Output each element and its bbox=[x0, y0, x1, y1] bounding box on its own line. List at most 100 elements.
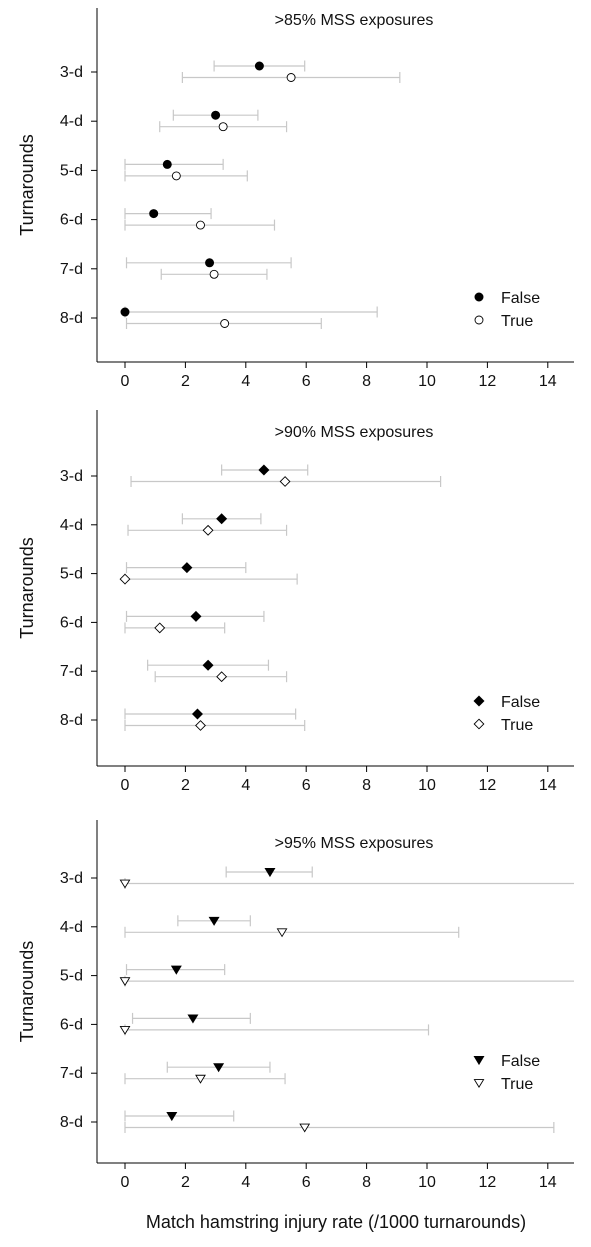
data-point-false bbox=[205, 258, 215, 268]
x-tick-label: 4 bbox=[241, 1174, 250, 1191]
data-point-true bbox=[218, 122, 228, 132]
legend-marker-false bbox=[473, 695, 485, 707]
x-tick-label: 2 bbox=[181, 777, 190, 794]
x-tick-label: 6 bbox=[302, 777, 311, 794]
legend-marker-false bbox=[473, 1056, 485, 1066]
x-tick-label: 6 bbox=[302, 373, 311, 390]
legend-marker-false bbox=[474, 292, 484, 302]
data-point-false bbox=[170, 965, 182, 975]
x-tick-label: 4 bbox=[241, 373, 250, 390]
y-tick-label: 8-d bbox=[60, 310, 83, 327]
data-point-false bbox=[149, 209, 159, 219]
panels: >85% MSS exposures Turnarounds 0 2 4 6 8 10 12 14… bbox=[17, 8, 574, 1191]
data-point-false bbox=[211, 110, 221, 120]
data-point-false bbox=[187, 1014, 199, 1024]
x-tick-label: 0 bbox=[121, 373, 130, 390]
chart-title: >85% MSS exposures bbox=[275, 12, 434, 29]
chart-title: >95% MSS exposures bbox=[275, 835, 434, 852]
data-point-true bbox=[279, 476, 291, 487]
chart-title: >90% MSS exposures bbox=[275, 424, 434, 441]
legend-label: False bbox=[501, 694, 540, 711]
y-axis-label: Turnarounds bbox=[17, 134, 37, 235]
data-point-false bbox=[120, 307, 130, 317]
x-tick-label: 10 bbox=[418, 777, 436, 794]
legend-label: False bbox=[501, 290, 540, 307]
y-tick-label: 7-d bbox=[60, 261, 83, 278]
y-tick-label: 3-d bbox=[60, 870, 83, 887]
data-point-false bbox=[258, 464, 270, 476]
y-axis-label: Turnarounds bbox=[17, 537, 37, 638]
x-tick-label: 12 bbox=[479, 373, 497, 390]
y-tick-label: 8-d bbox=[60, 1114, 83, 1131]
x-tick-label: 0 bbox=[121, 777, 130, 794]
data-point-false bbox=[216, 513, 228, 525]
x-tick-label: 14 bbox=[539, 777, 557, 794]
legend-label: True bbox=[501, 313, 533, 330]
data-point-false bbox=[191, 708, 203, 720]
x-tick-label: 6 bbox=[302, 1174, 311, 1191]
x-axis-label: Match hamstring injury rate (/1000 turna… bbox=[146, 1212, 526, 1232]
data-point-true bbox=[195, 1074, 206, 1084]
legend-label: False bbox=[501, 1053, 540, 1070]
y-tick-label: 5-d bbox=[60, 968, 83, 985]
x-tick-label: 8 bbox=[362, 1174, 371, 1191]
x-tick-label: 10 bbox=[418, 1174, 436, 1191]
data-point-false bbox=[264, 868, 276, 878]
data-point-true bbox=[119, 977, 131, 987]
data-point-true bbox=[220, 319, 230, 328]
y-tick-label: 4-d bbox=[60, 919, 83, 936]
data-point-true bbox=[202, 524, 214, 536]
chart-panel-3: >95% MSS exposures Turnarounds 0 2 4 6 8 10 12 14… bbox=[17, 820, 574, 1191]
data-point-false bbox=[202, 659, 214, 671]
data-point-false bbox=[190, 610, 202, 622]
legend-marker-true bbox=[473, 1079, 485, 1089]
x-tick-label: 0 bbox=[121, 1174, 130, 1191]
y-tick-label: 7-d bbox=[60, 663, 83, 680]
legend-marker-true bbox=[473, 718, 485, 730]
data-point-true bbox=[276, 928, 288, 938]
x-tick-label: 4 bbox=[241, 777, 250, 794]
data-point-true bbox=[216, 671, 228, 683]
y-tick-label: 4-d bbox=[60, 113, 83, 130]
x-tick-label: 8 bbox=[362, 373, 371, 390]
y-tick-label: 4-d bbox=[60, 517, 83, 534]
chart-panel-1: >85% MSS exposures Turnarounds 0 2 4 6 8 10 12 14… bbox=[17, 8, 574, 390]
legend-marker-true bbox=[474, 315, 484, 325]
data-point-true bbox=[154, 622, 166, 634]
y-tick-label: 3-d bbox=[60, 64, 83, 81]
data-point-false bbox=[254, 61, 264, 71]
x-tick-label: 2 bbox=[181, 1174, 190, 1191]
y-tick-label: 5-d bbox=[60, 162, 83, 179]
x-tick-label: 12 bbox=[479, 1174, 497, 1191]
data-point-true bbox=[119, 879, 131, 889]
chart-panel-2: >90% MSS exposures Turnarounds 0 2 4 6 8 10 12 14… bbox=[17, 410, 574, 794]
x-tick-label: 14 bbox=[539, 1174, 557, 1191]
data-point-true bbox=[196, 220, 205, 230]
y-tick-label: 8-d bbox=[60, 712, 83, 729]
data-point-false bbox=[208, 916, 220, 926]
x-tick-label: 2 bbox=[181, 373, 190, 390]
data-point-true bbox=[119, 573, 131, 585]
y-tick-label: 3-d bbox=[60, 468, 83, 485]
y-axis-label: Turnarounds bbox=[17, 941, 37, 1042]
data-point-false bbox=[166, 1112, 178, 1122]
x-tick-label: 10 bbox=[418, 373, 436, 390]
y-tick-label: 5-d bbox=[60, 566, 83, 583]
data-point-true bbox=[119, 1025, 131, 1035]
data-point-true bbox=[286, 73, 296, 82]
x-tick-label: 8 bbox=[362, 777, 371, 794]
y-tick-label: 6-d bbox=[60, 1016, 83, 1033]
y-tick-label: 6-d bbox=[60, 614, 83, 631]
data-point-false bbox=[181, 562, 193, 574]
y-tick-label: 6-d bbox=[60, 212, 83, 229]
data-point-true bbox=[171, 171, 181, 181]
data-point-true bbox=[299, 1123, 311, 1133]
data-point-false bbox=[162, 159, 172, 169]
legend-label: True bbox=[501, 717, 533, 734]
data-point-true bbox=[209, 269, 219, 279]
x-tick-label: 14 bbox=[539, 373, 557, 390]
y-tick-label: 7-d bbox=[60, 1065, 83, 1082]
legend-label: True bbox=[501, 1076, 533, 1093]
x-tick-label: 12 bbox=[479, 777, 497, 794]
